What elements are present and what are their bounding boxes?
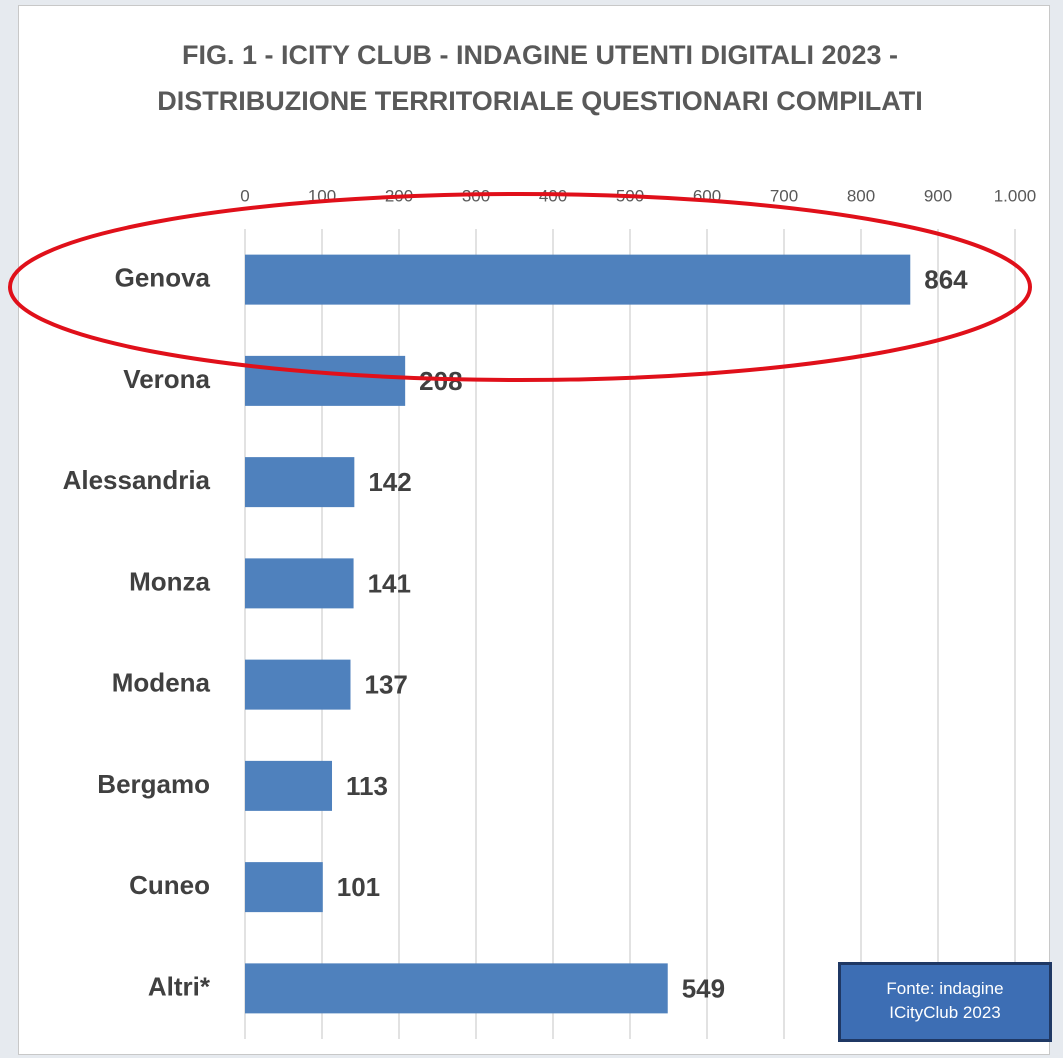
bar: [245, 558, 354, 609]
value-label: 137: [364, 670, 407, 700]
value-label: 101: [337, 872, 380, 902]
bar: [245, 457, 355, 508]
y-tick-label: Monza: [129, 566, 210, 596]
y-tick-label: Modena: [112, 668, 211, 698]
y-tick-label: Cuneo: [129, 870, 210, 900]
bar: [245, 659, 351, 710]
x-tick-label: 500: [616, 186, 644, 205]
value-label: 864: [924, 265, 968, 295]
chart-panel: [18, 5, 1050, 1055]
value-label: 549: [682, 973, 725, 1003]
x-tick-label: 600: [693, 186, 721, 205]
x-tick-label: 400: [539, 186, 567, 205]
bar: [245, 760, 333, 811]
y-tick-label: Genova: [115, 263, 211, 293]
x-tick-label: 0: [240, 186, 249, 205]
bar: [245, 254, 911, 305]
value-label: 142: [368, 467, 411, 497]
value-label: 141: [368, 568, 411, 598]
x-tick-label: 300: [462, 186, 490, 205]
chart-title: FIG. 1 - ICITY CLUB - INDAGINE UTENTI DI…: [157, 40, 923, 116]
y-tick-label: Verona: [123, 364, 210, 394]
x-tick-label: 900: [924, 186, 952, 205]
x-tick-label: 800: [847, 186, 875, 205]
bar: [245, 355, 406, 406]
bar: [245, 862, 323, 913]
source-note: Fonte: indagine ICityClub 2023: [838, 962, 1052, 1042]
value-label: 113: [346, 771, 388, 801]
y-tick-label: Bergamo: [97, 769, 210, 799]
y-tick-label: Alessandria: [63, 465, 211, 495]
x-tick-label: 700: [770, 186, 798, 205]
value-label: 208: [419, 366, 462, 396]
x-tick-label: 100: [308, 186, 336, 205]
y-tick-label: Altri*: [148, 971, 211, 1001]
bar: [245, 963, 668, 1014]
x-tick-label: 1.000: [994, 186, 1037, 205]
x-tick-label: 200: [385, 186, 413, 205]
